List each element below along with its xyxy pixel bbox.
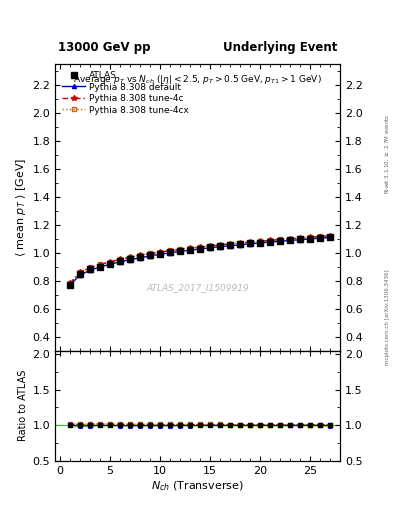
Text: mcplots.cern.ch [arXiv:1306.3436]: mcplots.cern.ch [arXiv:1306.3436] xyxy=(385,270,389,365)
Text: Rivet 3.1.10, $\geq$ 2.7M events: Rivet 3.1.10, $\geq$ 2.7M events xyxy=(383,113,391,194)
Text: Average $p_T$ vs $N_{ch}$ ($|\eta| < 2.5$, $p_T > 0.5$ GeV, $p_{T1} > 1$ GeV): Average $p_T$ vs $N_{ch}$ ($|\eta| < 2.5… xyxy=(73,73,322,86)
Text: ATLAS_2017_I1509919: ATLAS_2017_I1509919 xyxy=(146,283,249,292)
Text: 13000 GeV pp: 13000 GeV pp xyxy=(58,41,151,54)
Legend: ATLAS, Pythia 8.308 default, Pythia 8.308 tune-4c, Pythia 8.308 tune-4cx: ATLAS, Pythia 8.308 default, Pythia 8.30… xyxy=(59,69,192,117)
Y-axis label: Ratio to ATLAS: Ratio to ATLAS xyxy=(18,370,28,441)
Y-axis label: $\langle$ mean $p_T$ $\rangle$ [GeV]: $\langle$ mean $p_T$ $\rangle$ [GeV] xyxy=(14,158,28,257)
X-axis label: $N_{ch}$ (Transverse): $N_{ch}$ (Transverse) xyxy=(151,480,244,494)
Text: Underlying Event: Underlying Event xyxy=(223,41,337,54)
